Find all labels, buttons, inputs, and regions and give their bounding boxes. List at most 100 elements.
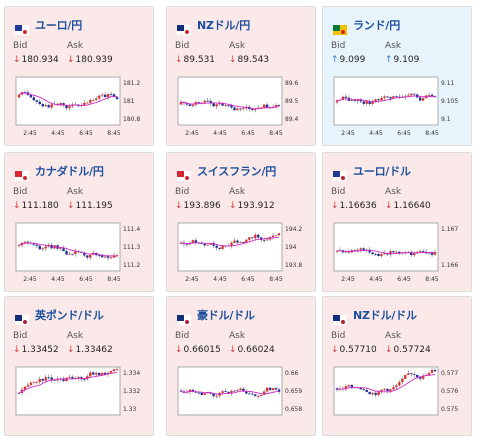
pair-name[interactable]: カナダドル/円 (35, 165, 104, 178)
rate-card-title[interactable]: スイスフラン/円 (177, 164, 277, 181)
x-tick-label: 4:45 (51, 276, 65, 283)
au-us-flag-icon (177, 310, 191, 325)
candle-body (410, 93, 413, 96)
candle-body (410, 373, 413, 375)
y-tick-label: 89.4 (285, 116, 299, 123)
y-tick-label: 1.167 (441, 226, 458, 233)
bid-price: 0.57710 (339, 345, 377, 355)
pair-name[interactable]: 豪ドル/ドル (197, 309, 255, 322)
candle-body (191, 104, 195, 106)
y-tick-label: 9.105 (441, 98, 458, 105)
x-tick-label: 8:45 (269, 276, 283, 283)
rate-card[interactable]: ユーロ/ドル Bid Ask ↓1.16636 ↓1.16640 1.167 1.166 2:… (322, 152, 472, 292)
candle-body (32, 243, 36, 245)
rate-card-title[interactable]: NZドル/円 (177, 18, 250, 35)
candle-body (371, 101, 374, 105)
candle-body (245, 239, 248, 243)
candle-body (239, 388, 242, 390)
candle-body (221, 245, 224, 249)
ask-price: 1.33462 (75, 345, 113, 355)
candle-body (415, 251, 419, 253)
rate-card-title[interactable]: ユーロ/ドル (333, 164, 411, 181)
candle-body (77, 377, 80, 379)
candle-body (344, 251, 348, 253)
candle-body (398, 251, 401, 254)
candle-body (215, 245, 218, 248)
ask-label: Ask (385, 41, 402, 51)
rate-card[interactable]: 英ポンド/ドル Bid Ask ↓1.33452 ↓1.33462 1.334 1.332 1… (4, 296, 154, 436)
y-tick-label: 89.5 (285, 98, 299, 105)
moving-average-line (336, 374, 436, 393)
candle-body (418, 250, 422, 252)
candle-body (38, 379, 41, 382)
candle-body (230, 105, 233, 108)
y-tick-label: 181.2 (123, 80, 140, 87)
candle-body (212, 243, 215, 246)
rate-card[interactable]: カナダドル/円 Bid Ask ↓111.180 ↓111.195 111.4 111.3 1… (4, 152, 154, 292)
candle-body (50, 377, 53, 380)
rate-card-title[interactable]: 英ポンド/ドル (15, 308, 104, 325)
candle-body (206, 100, 209, 102)
y-tick-label: 0.66 (285, 370, 299, 377)
rate-card[interactable]: NZドル/ドル Bid Ask ↓0.57710 ↓0.57724 0.577 0.576 0… (322, 296, 472, 436)
candle-body (26, 241, 30, 243)
rate-card-title[interactable]: カナダドル/円 (15, 164, 104, 181)
ask-value: ↑9.109 (385, 55, 419, 65)
price-chart: 111.4 111.3 111.2 2:45 4:45 6:45 8:45 (15, 222, 140, 283)
arrow-down-icon: ↓ (331, 345, 339, 355)
candle-body (89, 254, 92, 258)
pair-name[interactable]: NZドル/ドル (353, 309, 417, 322)
gb-us-flag-icon (15, 310, 29, 325)
pair-name[interactable]: NZドル/円 (197, 19, 250, 32)
bid-value: ↓1.16636 (331, 201, 377, 211)
y-tick-label: 193.8 (285, 262, 302, 269)
candle-body (17, 245, 21, 247)
candle-body (389, 251, 392, 255)
candle-body (427, 372, 431, 376)
rate-card-title[interactable]: ランド/円 (333, 18, 401, 35)
rate-card[interactable]: スイスフラン/円 Bid Ask ↓193.896 ↓193.912 194.2 194 19… (166, 152, 316, 292)
candle-body (47, 105, 50, 108)
pair-name[interactable]: ユーロ/円 (35, 19, 83, 32)
rate-card[interactable]: 豪ドル/ドル Bid Ask ↓0.66015 ↓0.66024 0.66 0.659 0.6… (166, 296, 316, 436)
y-tick-label: 1.166 (441, 262, 458, 269)
candle-body (106, 256, 110, 258)
candle-body (392, 251, 395, 253)
rate-card-title[interactable]: ユーロ/円 (15, 18, 83, 35)
chart-plot-area (333, 76, 439, 126)
x-tick-label: 6:45 (397, 276, 411, 283)
candle-body (35, 244, 39, 246)
candle-body (274, 105, 278, 107)
rate-card[interactable]: NZドル/円 Bid Ask ↓89.531 ↓89.543 89.6 89.5 89.4 2:… (166, 6, 316, 146)
rate-card[interactable]: ランド/円 Bid Ask ↑9.099 ↑9.109 9.11 9.105 9.1 2:45 4… (322, 6, 472, 146)
y-tick-label: 111.2 (123, 262, 140, 269)
pair-name[interactable]: スイスフラン/円 (197, 165, 277, 178)
candle-body (44, 377, 47, 381)
ask-price: 1.16640 (393, 201, 431, 211)
rate-card-title[interactable]: NZドル/ドル (333, 308, 417, 325)
candle-body (262, 104, 266, 108)
x-tick-label: 2:45 (23, 276, 37, 283)
rate-card-title[interactable]: 豪ドル/ドル (177, 308, 255, 325)
chart-plot-area (177, 366, 283, 416)
candle-body (233, 390, 236, 392)
arrow-down-icon: ↓ (13, 201, 21, 211)
candle-body (257, 234, 260, 238)
candle-body (179, 242, 183, 244)
arrow-down-icon: ↓ (175, 201, 183, 211)
moving-average-line (18, 371, 118, 394)
candle-body (401, 378, 404, 383)
candle-body (41, 379, 44, 381)
candle-body (427, 94, 431, 96)
pair-name[interactable]: 英ポンド/ドル (35, 309, 104, 322)
candle-body (277, 233, 281, 236)
candle-body (53, 379, 56, 381)
ask-label: Ask (67, 187, 84, 197)
pair-name[interactable]: ユーロ/ドル (353, 165, 411, 178)
candle-body (374, 253, 377, 255)
candle-body (254, 234, 257, 239)
pair-name[interactable]: ランド/円 (353, 19, 401, 32)
candle-body (62, 378, 65, 382)
rate-card[interactable]: ユーロ/円 Bid Ask ↓180.934 ↓180.939 181.2 181 180.8… (4, 6, 154, 146)
candle-body (413, 374, 416, 375)
